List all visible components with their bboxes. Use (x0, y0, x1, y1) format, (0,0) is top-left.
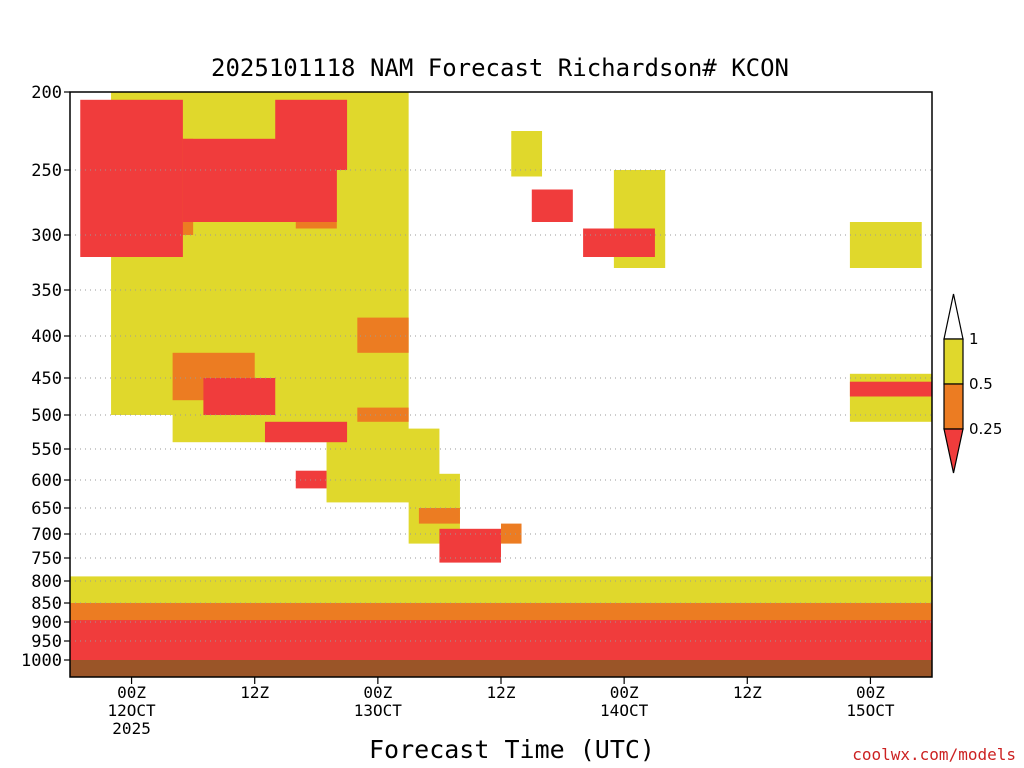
heatmap-cell (357, 317, 409, 353)
y-tick-label: 900 (31, 613, 62, 633)
x-tick-label: 00Z (610, 683, 639, 702)
colorbar-bin-above-1 (943, 293, 964, 340)
colorbar-tick-label: 0.25 (969, 420, 1002, 438)
x-tick-label: 2025 (112, 719, 151, 738)
credit-text: coolwx.com/models (852, 745, 1016, 764)
colorbar-bin-below-0.25 (943, 428, 964, 474)
y-tick-label: 850 (31, 594, 62, 614)
y-tick-label: 1000 (21, 651, 62, 671)
y-tick-label: 400 (31, 327, 62, 347)
y-tick-label: 500 (31, 406, 62, 426)
x-tick-label: 15OCT (846, 701, 895, 720)
heatmap-cell (418, 508, 460, 524)
x-tick-label: 13OCT (354, 701, 403, 720)
colorbar-tick-label: 0.5 (969, 375, 993, 393)
heatmap-cell (295, 470, 327, 489)
x-tick-label: 12OCT (107, 701, 156, 720)
heatmap-cell (264, 421, 348, 443)
colorbar-bin-0.25-0.5 (943, 383, 964, 430)
y-tick-label: 250 (31, 161, 62, 181)
heatmap-cells (70, 92, 932, 660)
heatmap-cell (849, 381, 932, 397)
y-tick-label: 650 (31, 499, 62, 519)
x-tick-label: 12Z (487, 683, 516, 702)
y-axis: 200 250 300 350 400 450 500 550 600 650 700 750 8008… (21, 83, 70, 671)
ground-fill (70, 660, 932, 677)
y-tick-label: 450 (31, 369, 62, 389)
y-tick-label: 600 (31, 471, 62, 491)
x-tick-label: 00Z (363, 683, 392, 702)
heatmap-cell (275, 99, 348, 170)
heatmap-cell (583, 228, 655, 257)
heatmap-cell (511, 131, 543, 177)
x-tick-label: 12Z (733, 683, 762, 702)
y-tick-label: 950 (31, 632, 62, 652)
y-tick-label: 300 (31, 226, 62, 246)
y-tick-label: 550 (31, 440, 62, 460)
heatmap-cell (80, 99, 183, 257)
heatmap-cell (357, 407, 409, 422)
x-tick-label: 00Z (117, 683, 146, 702)
y-tick-label: 750 (31, 549, 62, 569)
y-tick-label: 350 (31, 281, 62, 301)
heatmap-cell (203, 378, 276, 415)
colorbar-tick-label: 1 (969, 330, 979, 348)
heatmap-cell (849, 222, 922, 268)
y-tick-label: 700 (31, 525, 62, 545)
x-axis-label: Forecast Time (UTC) (369, 735, 655, 764)
colorbar-legend: 1 0.5 0.25 (943, 293, 1002, 474)
x-tick-label: 00Z (856, 683, 885, 702)
y-tick-label: 800 (31, 572, 62, 592)
heatmap-cell (531, 189, 573, 222)
y-tick-label: 200 (31, 83, 62, 103)
ground-layer (70, 660, 932, 677)
chart-title: 2025101118 NAM Forecast Richardson# KCON (211, 54, 789, 82)
x-tick-label: 14OCT (600, 701, 649, 720)
x-tick-label: 12Z (240, 683, 269, 702)
heatmap-cell (501, 523, 522, 544)
heatmap-cell (70, 620, 932, 660)
colorbar-bin-0.5-1 (943, 338, 964, 385)
